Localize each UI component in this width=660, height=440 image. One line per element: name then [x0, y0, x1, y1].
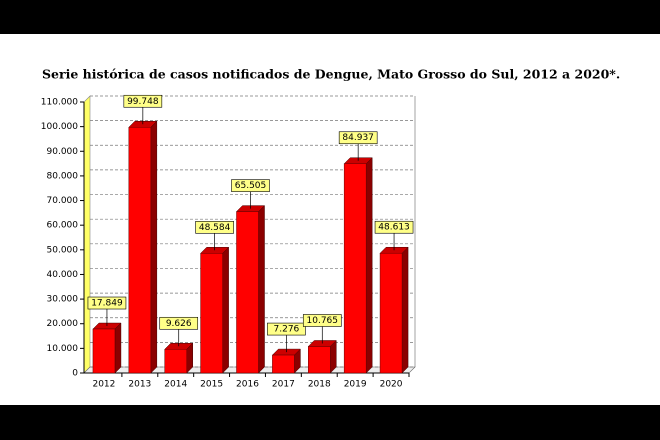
value-label: 9.626 — [166, 319, 192, 329]
bar — [92, 328, 116, 374]
value-label-box — [195, 221, 234, 234]
y-tick-label: 100.000 — [41, 122, 78, 132]
value-label-box — [231, 179, 270, 192]
value-label-box — [159, 316, 199, 330]
bar — [272, 354, 295, 374]
x-tick-label: 2012 — [92, 380, 115, 390]
bar-side — [365, 157, 373, 374]
value-label-box — [374, 220, 414, 234]
bar — [200, 253, 223, 374]
bar-side — [401, 246, 409, 374]
value-label: 17.849 — [91, 299, 123, 309]
y-tick-label: 70.000 — [47, 196, 79, 206]
y-tick-label: 110.000 — [41, 98, 78, 108]
y-tick-label: 40.000 — [47, 270, 79, 280]
value-label: 7.276 — [274, 325, 300, 335]
chart-title: Serie histórica de casos notificados de … — [42, 67, 620, 82]
value-label-box — [123, 94, 163, 108]
value-label: 48.613 — [378, 223, 410, 233]
y-tick-label: 0 — [72, 369, 78, 379]
value-label-box — [338, 131, 378, 145]
x-tick-label: 2018 — [308, 380, 331, 390]
bar-side — [222, 246, 229, 374]
y-tick-label: 80.000 — [47, 171, 79, 181]
bar-side — [114, 322, 122, 374]
x-tick-label: 2017 — [272, 380, 295, 390]
left-wall — [83, 95, 91, 374]
bar — [236, 211, 259, 374]
value-label-box — [302, 314, 342, 327]
bar — [343, 163, 367, 374]
bar — [128, 127, 152, 374]
bar — [164, 349, 187, 374]
bar-side — [150, 120, 158, 374]
bar — [379, 252, 403, 374]
bar — [308, 346, 331, 374]
value-label: 65.505 — [235, 181, 267, 191]
x-tick-label: 2014 — [164, 380, 187, 390]
value-label: 84.937 — [342, 133, 374, 143]
value-label: 48.584 — [199, 223, 231, 233]
y-tick-label: 60.000 — [47, 221, 79, 231]
y-tick-label: 10.000 — [47, 344, 79, 354]
x-tick-label: 2015 — [200, 380, 223, 390]
value-label-box — [87, 296, 127, 310]
x-tick-label: 2016 — [236, 380, 259, 390]
x-tick-label: 2020 — [380, 380, 403, 390]
y-tick-label: 90.000 — [47, 147, 79, 157]
x-tick-label: 2019 — [344, 380, 367, 390]
bar-side — [258, 205, 265, 374]
bottom-band — [0, 405, 660, 440]
y-tick-label: 50.000 — [47, 245, 79, 255]
top-band — [0, 0, 660, 34]
x-tick-label: 2013 — [128, 380, 151, 390]
y-tick-label: 30.000 — [47, 295, 79, 305]
y-tick-label: 20.000 — [47, 319, 79, 329]
value-label-box — [267, 322, 306, 336]
value-label: 99.748 — [127, 97, 159, 107]
value-label: 10.765 — [307, 316, 339, 326]
